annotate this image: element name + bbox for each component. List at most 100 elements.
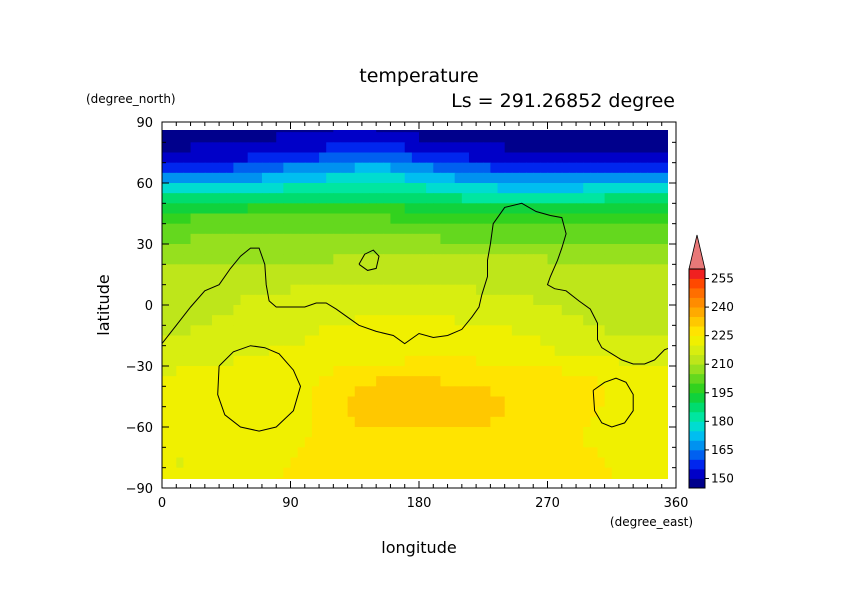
heatmap-cell <box>654 406 663 418</box>
heatmap-cell <box>304 203 313 215</box>
heatmap-cell <box>419 315 427 326</box>
heatmap-cell <box>590 325 599 337</box>
heatmap-cell <box>419 447 427 459</box>
heatmap-cell <box>411 457 420 469</box>
heatmap-cell <box>183 294 192 306</box>
heatmap-cell <box>347 223 356 235</box>
heatmap-cell <box>504 477 513 479</box>
heatmap-cell <box>254 457 263 469</box>
heatmap-cell <box>626 457 634 469</box>
heatmap-cell <box>219 223 227 235</box>
heatmap-cell <box>590 213 599 225</box>
heatmap-cell <box>269 477 277 479</box>
heatmap-cell <box>468 355 477 367</box>
heatmap-cell <box>233 183 242 194</box>
heatmap-cell <box>490 142 499 154</box>
heatmap-cell <box>526 477 534 479</box>
heatmap-cell <box>540 457 549 469</box>
heatmap-cell <box>461 152 470 164</box>
heatmap-cell <box>390 396 399 408</box>
heatmap-cell <box>390 386 399 398</box>
heatmap-cell <box>226 345 234 357</box>
heatmap-cell <box>504 223 513 235</box>
heatmap-cell <box>511 183 520 194</box>
heatmap-cell <box>669 376 677 387</box>
heatmap-cell <box>604 213 613 225</box>
heatmap-cell <box>454 386 463 398</box>
heatmap-cell <box>654 142 663 154</box>
colorbar-swatch <box>689 326 705 337</box>
heatmap-cell <box>290 467 299 479</box>
heatmap-cell <box>597 130 606 133</box>
heatmap-cell <box>276 345 284 357</box>
heatmap-cell <box>333 345 342 357</box>
heatmap-cell <box>604 447 613 459</box>
heatmap-cell <box>447 152 456 164</box>
heatmap-cell <box>526 142 534 154</box>
heatmap-cell <box>661 325 668 337</box>
heatmap-cell <box>454 477 463 479</box>
heatmap-cell <box>490 406 499 418</box>
heatmap-cell <box>261 355 270 367</box>
colorbar-tick-label: 210 <box>711 357 734 371</box>
heatmap-cell <box>447 437 456 448</box>
heatmap-cell <box>618 447 627 459</box>
heatmap-cell <box>526 416 534 428</box>
heatmap-cell <box>233 416 242 428</box>
heatmap-cell <box>583 477 591 479</box>
heatmap-cell <box>369 335 377 347</box>
heatmap-cell <box>211 386 220 398</box>
heatmap-cell <box>283 132 292 143</box>
heatmap-cell <box>319 142 327 154</box>
heatmap-cell <box>440 437 449 448</box>
heatmap-cell <box>633 416 641 428</box>
heatmap-cell <box>204 162 213 174</box>
heatmap-cell <box>647 416 656 428</box>
x-tick-label: 90 <box>282 496 299 511</box>
heatmap-cell <box>340 355 349 367</box>
heatmap-cell <box>197 233 206 245</box>
heatmap-cell <box>604 193 613 204</box>
heatmap-cell <box>290 142 299 154</box>
heatmap-cell <box>261 172 270 184</box>
heatmap-cell <box>490 396 499 408</box>
heatmap-cell <box>169 233 177 245</box>
heatmap-cell <box>404 355 413 367</box>
heatmap-cell <box>461 130 470 133</box>
heatmap-cell <box>162 254 170 265</box>
heatmap-cell <box>654 447 663 459</box>
heatmap-cell <box>604 457 613 469</box>
heatmap-cell <box>583 132 591 143</box>
heatmap-cell <box>447 335 456 347</box>
colorbar-tick-label: 150 <box>711 471 734 485</box>
heatmap-cell <box>440 193 449 204</box>
heatmap-cell <box>640 203 649 215</box>
heatmap-cell <box>183 162 192 174</box>
heatmap-cell <box>390 284 399 296</box>
heatmap-cell <box>183 305 192 316</box>
heatmap-cell <box>383 427 392 438</box>
heatmap-cell <box>497 254 506 265</box>
colorbar-swatch <box>689 288 705 298</box>
heatmap-cell <box>483 305 491 316</box>
heatmap-cell <box>162 427 170 438</box>
heatmap-cell <box>361 335 370 347</box>
heatmap-cell <box>483 162 491 174</box>
heatmap-cell <box>162 284 170 296</box>
heatmap-cell <box>433 274 442 286</box>
heatmap-cell <box>618 325 627 337</box>
heatmap-cell <box>247 305 256 316</box>
heatmap-cell <box>661 406 668 418</box>
heatmap-cell <box>468 376 477 387</box>
heatmap-cell <box>511 366 520 377</box>
heatmap-cell <box>190 345 199 357</box>
heatmap-cell <box>440 244 449 255</box>
heatmap-cell <box>454 172 463 184</box>
heatmap-cell <box>633 264 641 276</box>
heatmap-cell <box>540 447 549 459</box>
heatmap-cell <box>568 396 577 408</box>
heatmap-cell <box>511 264 520 276</box>
heatmap-cell <box>276 223 284 235</box>
heatmap-cell <box>597 437 606 448</box>
heatmap-cell <box>440 183 449 194</box>
